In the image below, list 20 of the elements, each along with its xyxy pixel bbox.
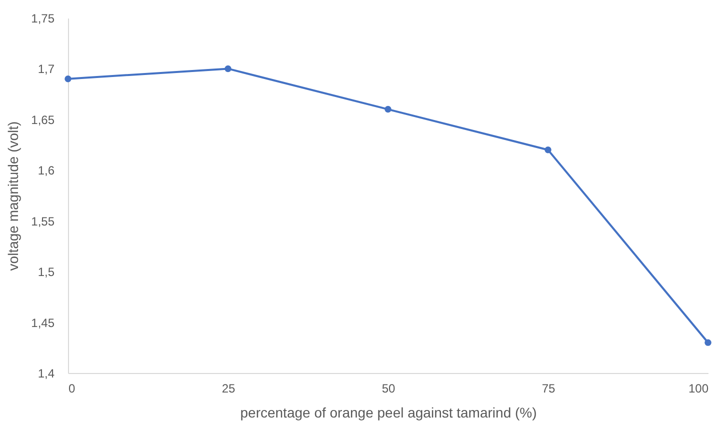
y-tick-label: 1,4 xyxy=(38,366,55,380)
x-tick-label: 0 xyxy=(68,382,76,396)
point xyxy=(224,65,232,72)
point xyxy=(544,146,552,154)
y-tick-label: 1,75 xyxy=(31,12,55,26)
x-tick-label: 50 xyxy=(382,382,396,396)
y-tick-label: 1,5 xyxy=(38,265,55,280)
x-tick-label: 25 xyxy=(222,382,236,396)
y-tick-label: 1,45 xyxy=(31,316,55,330)
x-axis-title: percentage of orange peel against tamarind (%) xyxy=(240,404,537,420)
y-tick-label: 1,55 xyxy=(31,214,55,228)
x-tick-label: 75 xyxy=(542,382,556,396)
point xyxy=(384,106,392,113)
y-tick-label: 1,65 xyxy=(31,112,55,127)
point xyxy=(64,76,72,82)
point xyxy=(704,339,712,346)
y-tick-label: 1,6 xyxy=(38,164,55,178)
y-tick-label: 1,7 xyxy=(38,62,55,76)
x-tick-label: 100 xyxy=(688,382,709,396)
y-axis-title: voltage magnitude (volt) xyxy=(5,121,22,271)
